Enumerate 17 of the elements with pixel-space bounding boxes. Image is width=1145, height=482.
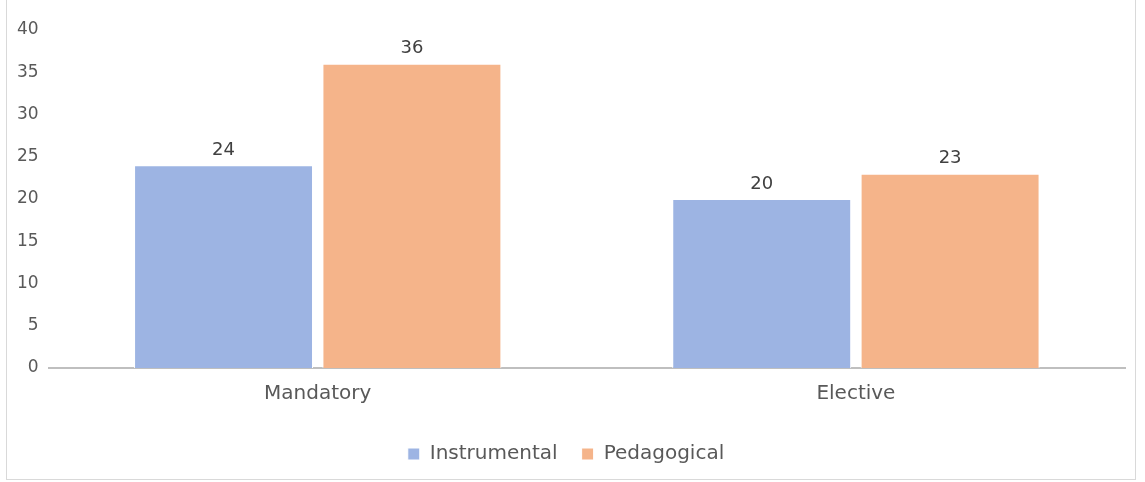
y-tick-label: 25 [16,145,39,166]
y-tick-label: 20 [16,187,39,208]
y-tick-label: 40 [16,18,39,39]
legend-label: Pedagogical [603,440,725,465]
data-label: 23 [938,146,962,168]
data-label: 24 [212,137,235,159]
x-tick-label: Elective [816,380,896,405]
data-label: 20 [750,171,774,193]
y-tick-label: 35 [16,60,39,81]
y-tick-label: 10 [16,271,39,292]
y-tick-label: 30 [16,102,39,123]
x-tick-label: Mandatory [264,380,372,405]
data-label: 36 [400,36,424,58]
y-tick-label: 15 [16,229,39,250]
y-tick-label: 0 [27,356,39,377]
y-tick-label: 5 [27,314,39,335]
legend-label: Instrumental [429,440,558,465]
